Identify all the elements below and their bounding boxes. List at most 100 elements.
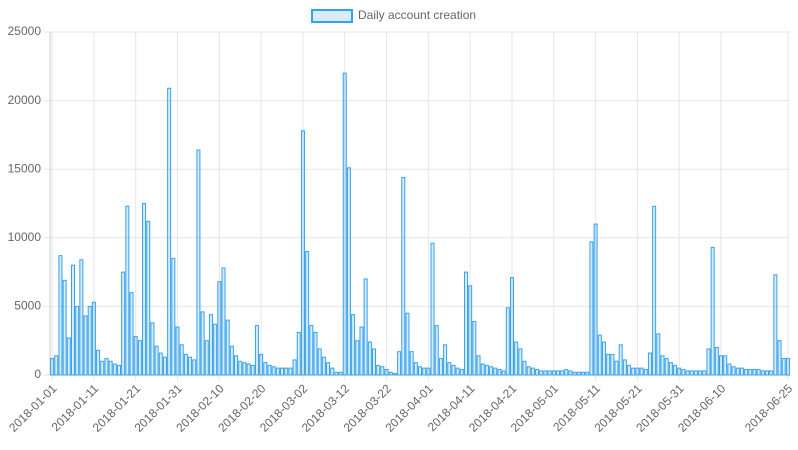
bar <box>355 340 360 376</box>
bar <box>342 72 347 376</box>
bar <box>589 241 594 376</box>
bar <box>468 285 473 376</box>
bar <box>208 314 213 376</box>
bar <box>744 369 749 376</box>
bar <box>183 353 188 376</box>
bar <box>50 358 55 376</box>
bar <box>376 364 381 376</box>
bar <box>765 370 770 376</box>
bar <box>430 242 435 376</box>
bar <box>660 355 665 376</box>
bar <box>422 367 427 376</box>
bar <box>572 371 577 376</box>
bar <box>137 340 142 376</box>
bar <box>581 371 586 376</box>
bar <box>656 333 661 376</box>
bar <box>188 356 193 376</box>
bar <box>451 364 456 376</box>
bar <box>380 366 385 376</box>
bar <box>593 223 598 376</box>
bar <box>401 176 406 376</box>
bar <box>263 362 268 376</box>
bar <box>555 370 560 376</box>
bar <box>142 203 147 376</box>
bar <box>769 370 774 376</box>
bar <box>129 292 134 376</box>
bar <box>497 369 502 376</box>
bar <box>125 205 130 376</box>
bar <box>372 348 377 376</box>
bar <box>597 334 602 376</box>
bar <box>647 352 652 376</box>
bar <box>727 363 732 376</box>
bar <box>384 369 389 376</box>
bar <box>568 370 573 376</box>
bar <box>271 366 276 376</box>
bar <box>539 370 544 376</box>
bar <box>739 367 744 376</box>
bar <box>489 366 494 376</box>
bar <box>576 371 581 376</box>
bar <box>112 363 117 376</box>
bar <box>677 367 682 376</box>
bar <box>292 359 297 376</box>
bar <box>300 130 305 376</box>
bar <box>702 370 707 376</box>
bar <box>179 344 184 376</box>
bar <box>530 367 535 376</box>
bar <box>334 371 339 376</box>
bar <box>280 367 285 376</box>
bar <box>484 364 489 376</box>
bar <box>652 205 657 376</box>
bar <box>229 345 234 376</box>
bar <box>405 312 410 376</box>
bar <box>635 367 640 376</box>
x-tick-label: 2018-06-25 <box>742 381 796 435</box>
bar <box>476 355 481 376</box>
bar <box>234 355 239 376</box>
bar <box>710 246 715 376</box>
bar <box>735 367 740 376</box>
bar <box>305 251 310 376</box>
bar <box>673 364 678 376</box>
bar <box>756 369 761 376</box>
bar <box>250 364 255 376</box>
bar <box>631 367 636 376</box>
bar <box>723 355 728 376</box>
bar <box>409 351 414 376</box>
bar <box>501 370 506 376</box>
bar <box>689 370 694 376</box>
bar <box>413 362 418 376</box>
bar <box>338 371 343 376</box>
bar <box>585 371 590 376</box>
bar <box>447 362 452 376</box>
bar <box>121 271 126 376</box>
bar <box>317 348 322 376</box>
bar <box>505 307 510 376</box>
bar <box>54 355 59 376</box>
bar <box>321 356 326 376</box>
y-tick-label: 0 <box>34 367 41 381</box>
bar <box>100 360 105 376</box>
y-tick-label: 25000 <box>8 24 42 38</box>
bar <box>267 364 272 376</box>
bar <box>108 360 113 376</box>
bar <box>326 362 331 376</box>
bar <box>87 305 92 376</box>
bar <box>104 358 109 376</box>
bar <box>551 370 556 376</box>
bar <box>146 220 151 376</box>
bar <box>192 359 197 376</box>
bar <box>225 319 230 376</box>
bar <box>351 314 356 376</box>
bar <box>288 367 293 376</box>
bar <box>83 315 88 376</box>
bar <box>275 367 280 376</box>
bar <box>731 366 736 376</box>
bar <box>752 369 757 376</box>
bar <box>66 337 71 376</box>
bar <box>459 369 464 376</box>
bar <box>359 326 364 376</box>
bar <box>367 341 372 376</box>
bar <box>719 355 724 376</box>
